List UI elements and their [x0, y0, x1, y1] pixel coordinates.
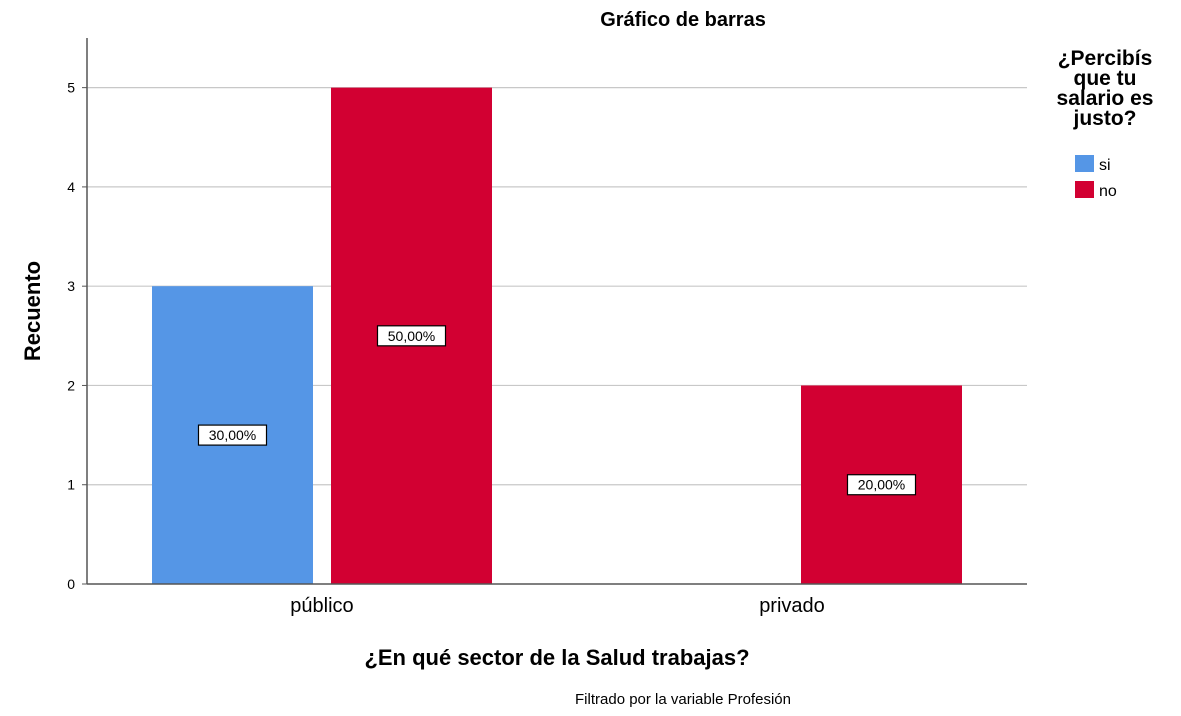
legend-title-line: salario es	[1057, 87, 1154, 110]
y-tick-label: 2	[67, 377, 75, 393]
x-axis-label: ¿En qué sector de la Salud trabajas?	[364, 645, 749, 670]
legend-label-si: si	[1099, 157, 1111, 174]
legend-swatch-no	[1075, 181, 1094, 198]
y-axis-ticks: 0 1 2 3 4 5	[67, 80, 87, 592]
data-label-box	[846, 474, 917, 496]
x-tick-label: privado	[759, 595, 825, 617]
y-axis-label: Recuento	[20, 261, 45, 361]
data-labels: 30,00% 50,00% 20,00%	[197, 325, 917, 496]
x-axis-ticks: público privado	[290, 595, 825, 617]
data-label: 20,00%	[858, 477, 905, 493]
x-tick-label: público	[290, 595, 353, 617]
filter-footnote: Filtrado por la variable Profesión	[575, 691, 791, 708]
y-tick-label: 0	[67, 576, 75, 592]
legend-title-line: justo?	[1073, 107, 1137, 130]
bars	[152, 87, 962, 585]
data-label-box	[197, 424, 268, 446]
legend-label-no: no	[1099, 183, 1117, 200]
data-label-box	[376, 325, 447, 347]
legend-title-line: que tu	[1074, 67, 1137, 90]
y-tick-label: 4	[67, 179, 75, 195]
chart-title: Gráfico de barras	[600, 9, 766, 31]
data-label: 50,00%	[388, 328, 435, 344]
y-tick-label: 5	[67, 80, 75, 96]
y-tick-label: 1	[67, 477, 75, 493]
legend-swatch-si	[1075, 155, 1094, 172]
y-tick-label: 3	[67, 278, 75, 294]
legend-title-line: ¿Percibís	[1058, 47, 1153, 70]
data-label: 30,00%	[209, 427, 256, 443]
